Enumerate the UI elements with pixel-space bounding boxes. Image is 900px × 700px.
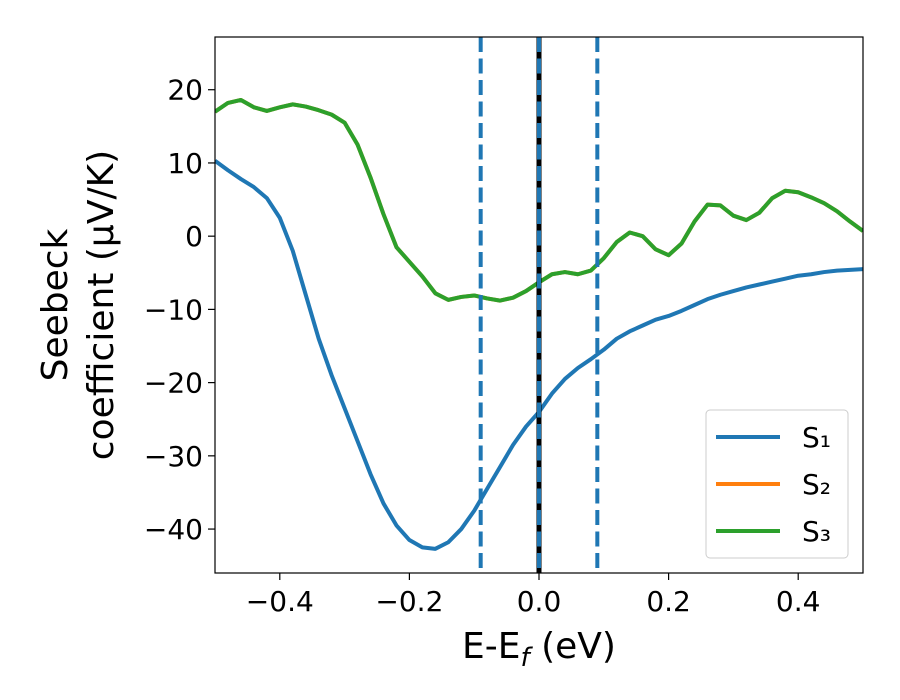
y-tick-label: −30 (144, 440, 203, 473)
legend-label: S₃ (802, 515, 831, 548)
legend-label: S₂ (802, 468, 831, 501)
legend-label: S₁ (802, 421, 831, 454)
x-axis-label: E-Ef (eV) (462, 626, 616, 673)
x-label-part: E-E (462, 626, 520, 667)
x-label-part: (eV) (530, 626, 616, 667)
y-tick-label: 20 (167, 74, 203, 107)
y-axis-label: coefficient (μV/K) (81, 150, 122, 460)
y-tick-label: −20 (144, 367, 203, 400)
plot-area: −0.4 −0.2 0.0 0.2 0.4 −40 −30 −20 −10 0 10 20 S₁ S₂ S₃ (144, 36, 864, 618)
y-tick-label: −40 (144, 513, 203, 546)
x-tick-label: −0.2 (375, 585, 443, 618)
y-tick-label: 0 (185, 220, 203, 253)
y-tick-label: −10 (144, 293, 203, 326)
x-tick-label: 0.2 (646, 585, 691, 618)
x-tick-label: 0.0 (517, 585, 562, 618)
x-tick-label: −0.4 (246, 585, 314, 618)
y-tick-label: 10 (167, 147, 203, 180)
y-axis-label: Seebeck (35, 228, 76, 381)
x-tick-label: 0.4 (776, 585, 821, 618)
